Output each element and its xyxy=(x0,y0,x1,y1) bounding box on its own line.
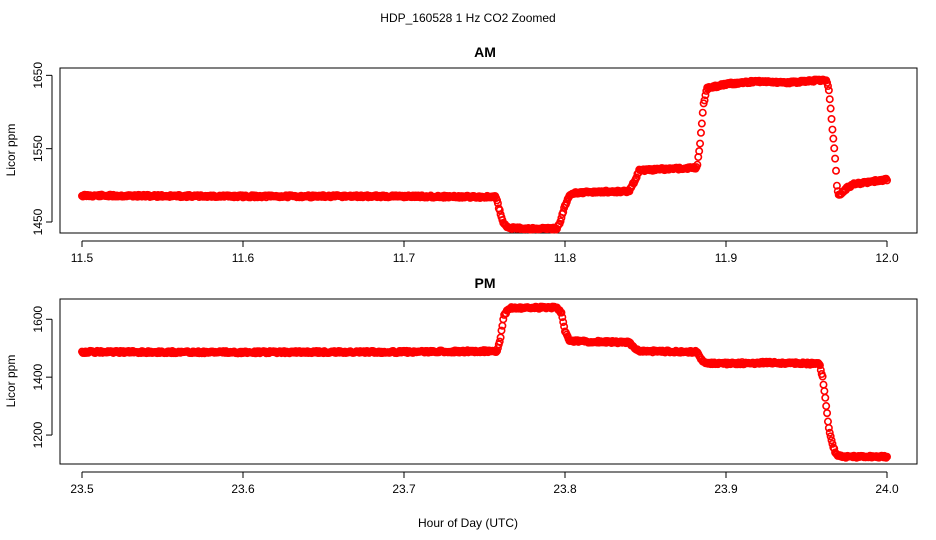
pm-data-point xyxy=(558,313,567,322)
am-x-tick-label: 11.6 xyxy=(232,251,255,265)
pm-data-point xyxy=(828,439,837,448)
pm-y-axis-label: Licor ppm xyxy=(4,355,18,408)
pm-x-tick-label: 24.0 xyxy=(875,482,899,496)
pm-data-point xyxy=(819,380,828,389)
am-data-point xyxy=(700,96,709,105)
am-x-tick-label: 11.8 xyxy=(554,251,577,265)
am-data-point xyxy=(823,82,832,91)
pm-x-axis: 23.5 23.6 23.7 23.8 23.9 24.0 xyxy=(70,471,899,496)
am-data-point xyxy=(829,134,838,143)
pm-data-point xyxy=(822,402,831,411)
am-data-point xyxy=(632,173,641,182)
pm-x-tick-label: 23.5 xyxy=(70,482,94,496)
pm-data-point xyxy=(882,452,891,461)
pm-data-point xyxy=(559,318,568,327)
pm-data-point xyxy=(823,409,832,418)
pm-x-tick-label: 23.9 xyxy=(714,482,738,496)
am-data-point xyxy=(696,139,705,148)
am-y-tick-label: 1550 xyxy=(31,135,45,162)
figure-title: HDP_160528 1 Hz CO2 Zoomed xyxy=(380,11,555,25)
pm-y-tick-label: 1400 xyxy=(31,363,45,390)
pm-y-tick-label: 1600 xyxy=(31,306,45,333)
pm-data-point xyxy=(826,432,835,441)
am-y-axis-label: Licor ppm xyxy=(4,124,18,177)
am-data-points xyxy=(78,75,891,234)
pm-data-point xyxy=(497,326,506,335)
am-data-point xyxy=(828,125,837,134)
am-data-point xyxy=(495,206,504,215)
pm-plot-area xyxy=(59,298,918,465)
am-data-point xyxy=(831,154,840,163)
pm-y-tick-label: 1200 xyxy=(31,421,45,448)
pm-data-point xyxy=(815,361,824,370)
pm-data-point xyxy=(495,337,504,346)
am-data-point xyxy=(697,119,706,128)
am-data-point xyxy=(698,108,707,117)
am-data-point xyxy=(696,128,705,137)
pm-panel-title: PM xyxy=(475,275,496,291)
am-data-point xyxy=(693,160,702,169)
pm-data-point xyxy=(823,417,832,426)
am-panel: AM 11.5 11.6 11.7 11.8 11.9 12.0 1450 1550 1650… xyxy=(4,44,918,265)
pm-data-point xyxy=(818,372,827,381)
pm-data-point xyxy=(825,428,834,437)
pm-x-tick-label: 23.8 xyxy=(553,482,577,496)
pm-x-tick-label: 23.7 xyxy=(392,482,416,496)
pm-panel: PM 23.5 23.6 23.7 23.8 23.9 24.0 1200 1400 1600… xyxy=(4,275,918,496)
am-data-point xyxy=(493,199,502,208)
am-data-point xyxy=(825,95,834,104)
pm-data-points xyxy=(78,302,891,462)
am-y-tick-label: 1650 xyxy=(31,62,45,89)
am-plot-area xyxy=(59,67,918,234)
am-data-point xyxy=(832,166,841,175)
pm-data-point xyxy=(496,333,505,342)
am-x-tick-label: 11.7 xyxy=(393,251,416,265)
am-x-tick-label: 11.5 xyxy=(71,251,94,265)
am-data-point xyxy=(882,176,891,185)
am-data-point xyxy=(556,217,565,226)
pm-data-point xyxy=(557,308,566,317)
am-data-point xyxy=(827,115,836,124)
am-y-tick-label: 1450 xyxy=(31,208,45,235)
am-data-point xyxy=(695,147,704,156)
am-x-tick-label: 12.0 xyxy=(875,251,899,265)
am-data-point xyxy=(826,104,835,113)
am-x-axis: 11.5 11.6 11.7 11.8 11.9 12.0 xyxy=(71,240,899,265)
x-axis-label: Hour of Day (UTC) xyxy=(418,516,518,530)
am-x-tick-label: 11.9 xyxy=(715,251,738,265)
pm-x-tick-label: 23.6 xyxy=(231,482,255,496)
am-data-point xyxy=(830,144,839,153)
pm-y-axis: 1200 1400 1600 xyxy=(31,306,53,448)
am-data-point xyxy=(824,86,833,95)
pm-data-point xyxy=(824,423,833,432)
am-panel-title: AM xyxy=(474,44,496,60)
pm-data-point xyxy=(827,436,836,445)
pm-data-point xyxy=(821,393,830,402)
pm-data-point xyxy=(820,387,829,396)
am-y-axis: 1450 1550 1650 xyxy=(31,62,53,235)
